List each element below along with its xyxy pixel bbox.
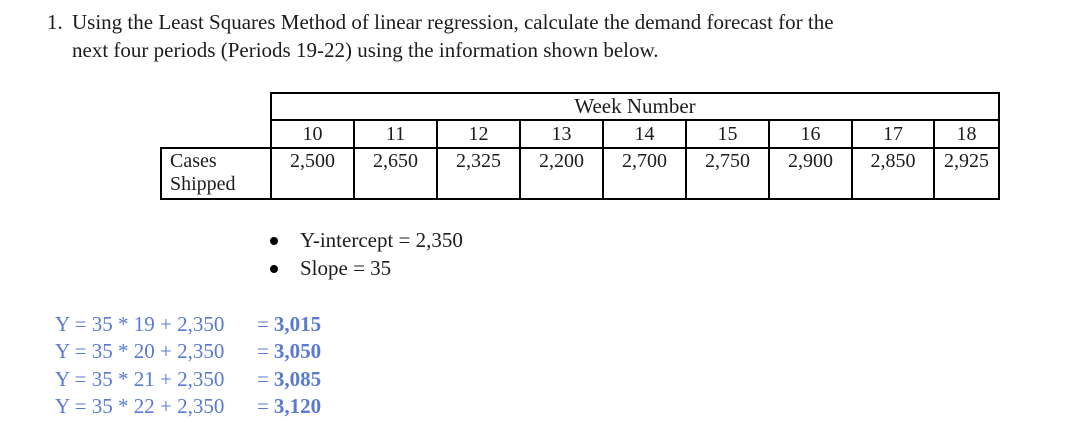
bullet-icon (270, 237, 278, 245)
calc-expression: Y = 35 * 21 + 2,350 (55, 366, 225, 391)
table-header-row: Week Number (161, 92, 1000, 121)
week-cell: 13 (519, 119, 604, 149)
question-number: 1. (47, 10, 63, 34)
question-block: 1. Using the Least Squares Method of lin… (47, 9, 982, 64)
calc-expression: Y = 35 * 22 + 2,350 (55, 394, 225, 419)
forecast-calculations: Y = 35 * 19 + 2,350 = 3,015 Y = 35 * 20 … (55, 311, 321, 421)
week-cell: 18 (933, 119, 1000, 149)
calc-line: Y = 35 * 22 + 2,350 = 3,120 (55, 393, 321, 420)
value-cell: 2,650 (353, 147, 438, 200)
value-cell: 2,925 (933, 147, 1000, 200)
ghost-cell (161, 93, 271, 120)
value-cell: 2,850 (851, 147, 935, 200)
week-number-row: 10 11 12 13 14 15 16 17 18 (161, 119, 1000, 149)
week-data-table: Week Number 10 11 12 13 14 15 16 17 18 C… (160, 92, 1000, 200)
row-label-cell: Cases Shipped (160, 147, 272, 200)
value-cell: 2,700 (602, 147, 687, 200)
calc-result: 3,120 (273, 394, 322, 419)
value-cell: 2,750 (685, 147, 770, 200)
ghost-cell (161, 120, 271, 148)
week-cell: 11 (353, 119, 438, 149)
demand-table: Week Number 10 11 12 13 14 15 16 17 18 C… (160, 92, 1000, 200)
calc-expression: Y = 35 * 20 + 2,350 (55, 339, 225, 364)
question-text: Using the Least Squares Method of linear… (72, 9, 982, 64)
cases-shipped-row: Cases Shipped 2,500 2,650 2,325 2,200 2,… (160, 147, 1000, 200)
week-cell: 10 (270, 119, 355, 149)
equals-sign: = (257, 339, 269, 364)
calc-line: Y = 35 * 19 + 2,350 = 3,015 (55, 311, 321, 338)
parameters-list: Y-intercept = 2,350 Slope = 35 (270, 227, 463, 282)
question-line-2: next four periods (Periods 19-22) using … (72, 37, 659, 62)
calc-expression: Y = 35 * 19 + 2,350 (55, 312, 225, 336)
list-item: Y-intercept = 2,350 (270, 227, 463, 255)
table-title-cell: Week Number (270, 92, 1000, 121)
bullet-icon (270, 264, 278, 273)
equals-sign: = (257, 366, 269, 391)
value-cell: 2,200 (519, 147, 604, 200)
calc-line: Y = 35 * 21 + 2,350 = 3,085 (55, 366, 321, 393)
equals-sign: = (257, 394, 269, 419)
value-cell: 2,325 (436, 147, 521, 200)
calc-result: 3,050 (273, 339, 322, 364)
week-cell: 17 (851, 119, 935, 149)
week-cell: 16 (768, 119, 853, 149)
calc-line: Y = 35 * 20 + 2,350 = 3,050 (55, 338, 321, 365)
y-intercept-text: Y-intercept = 2,350 (300, 228, 463, 252)
equals-sign: = (257, 312, 269, 336)
slope-text: Slope = 35 (300, 255, 392, 280)
week-cell: 15 (685, 119, 770, 149)
calc-result: 3,085 (273, 366, 322, 391)
week-cell: 14 (602, 119, 687, 149)
week-cell: 12 (436, 119, 521, 149)
value-cell: 2,500 (270, 147, 355, 200)
value-cell: 2,900 (768, 147, 853, 200)
list-item: Slope = 35 (270, 255, 463, 283)
question-line-1: Using the Least Squares Method of linear… (72, 10, 834, 34)
calc-result: 3,015 (273, 312, 322, 336)
